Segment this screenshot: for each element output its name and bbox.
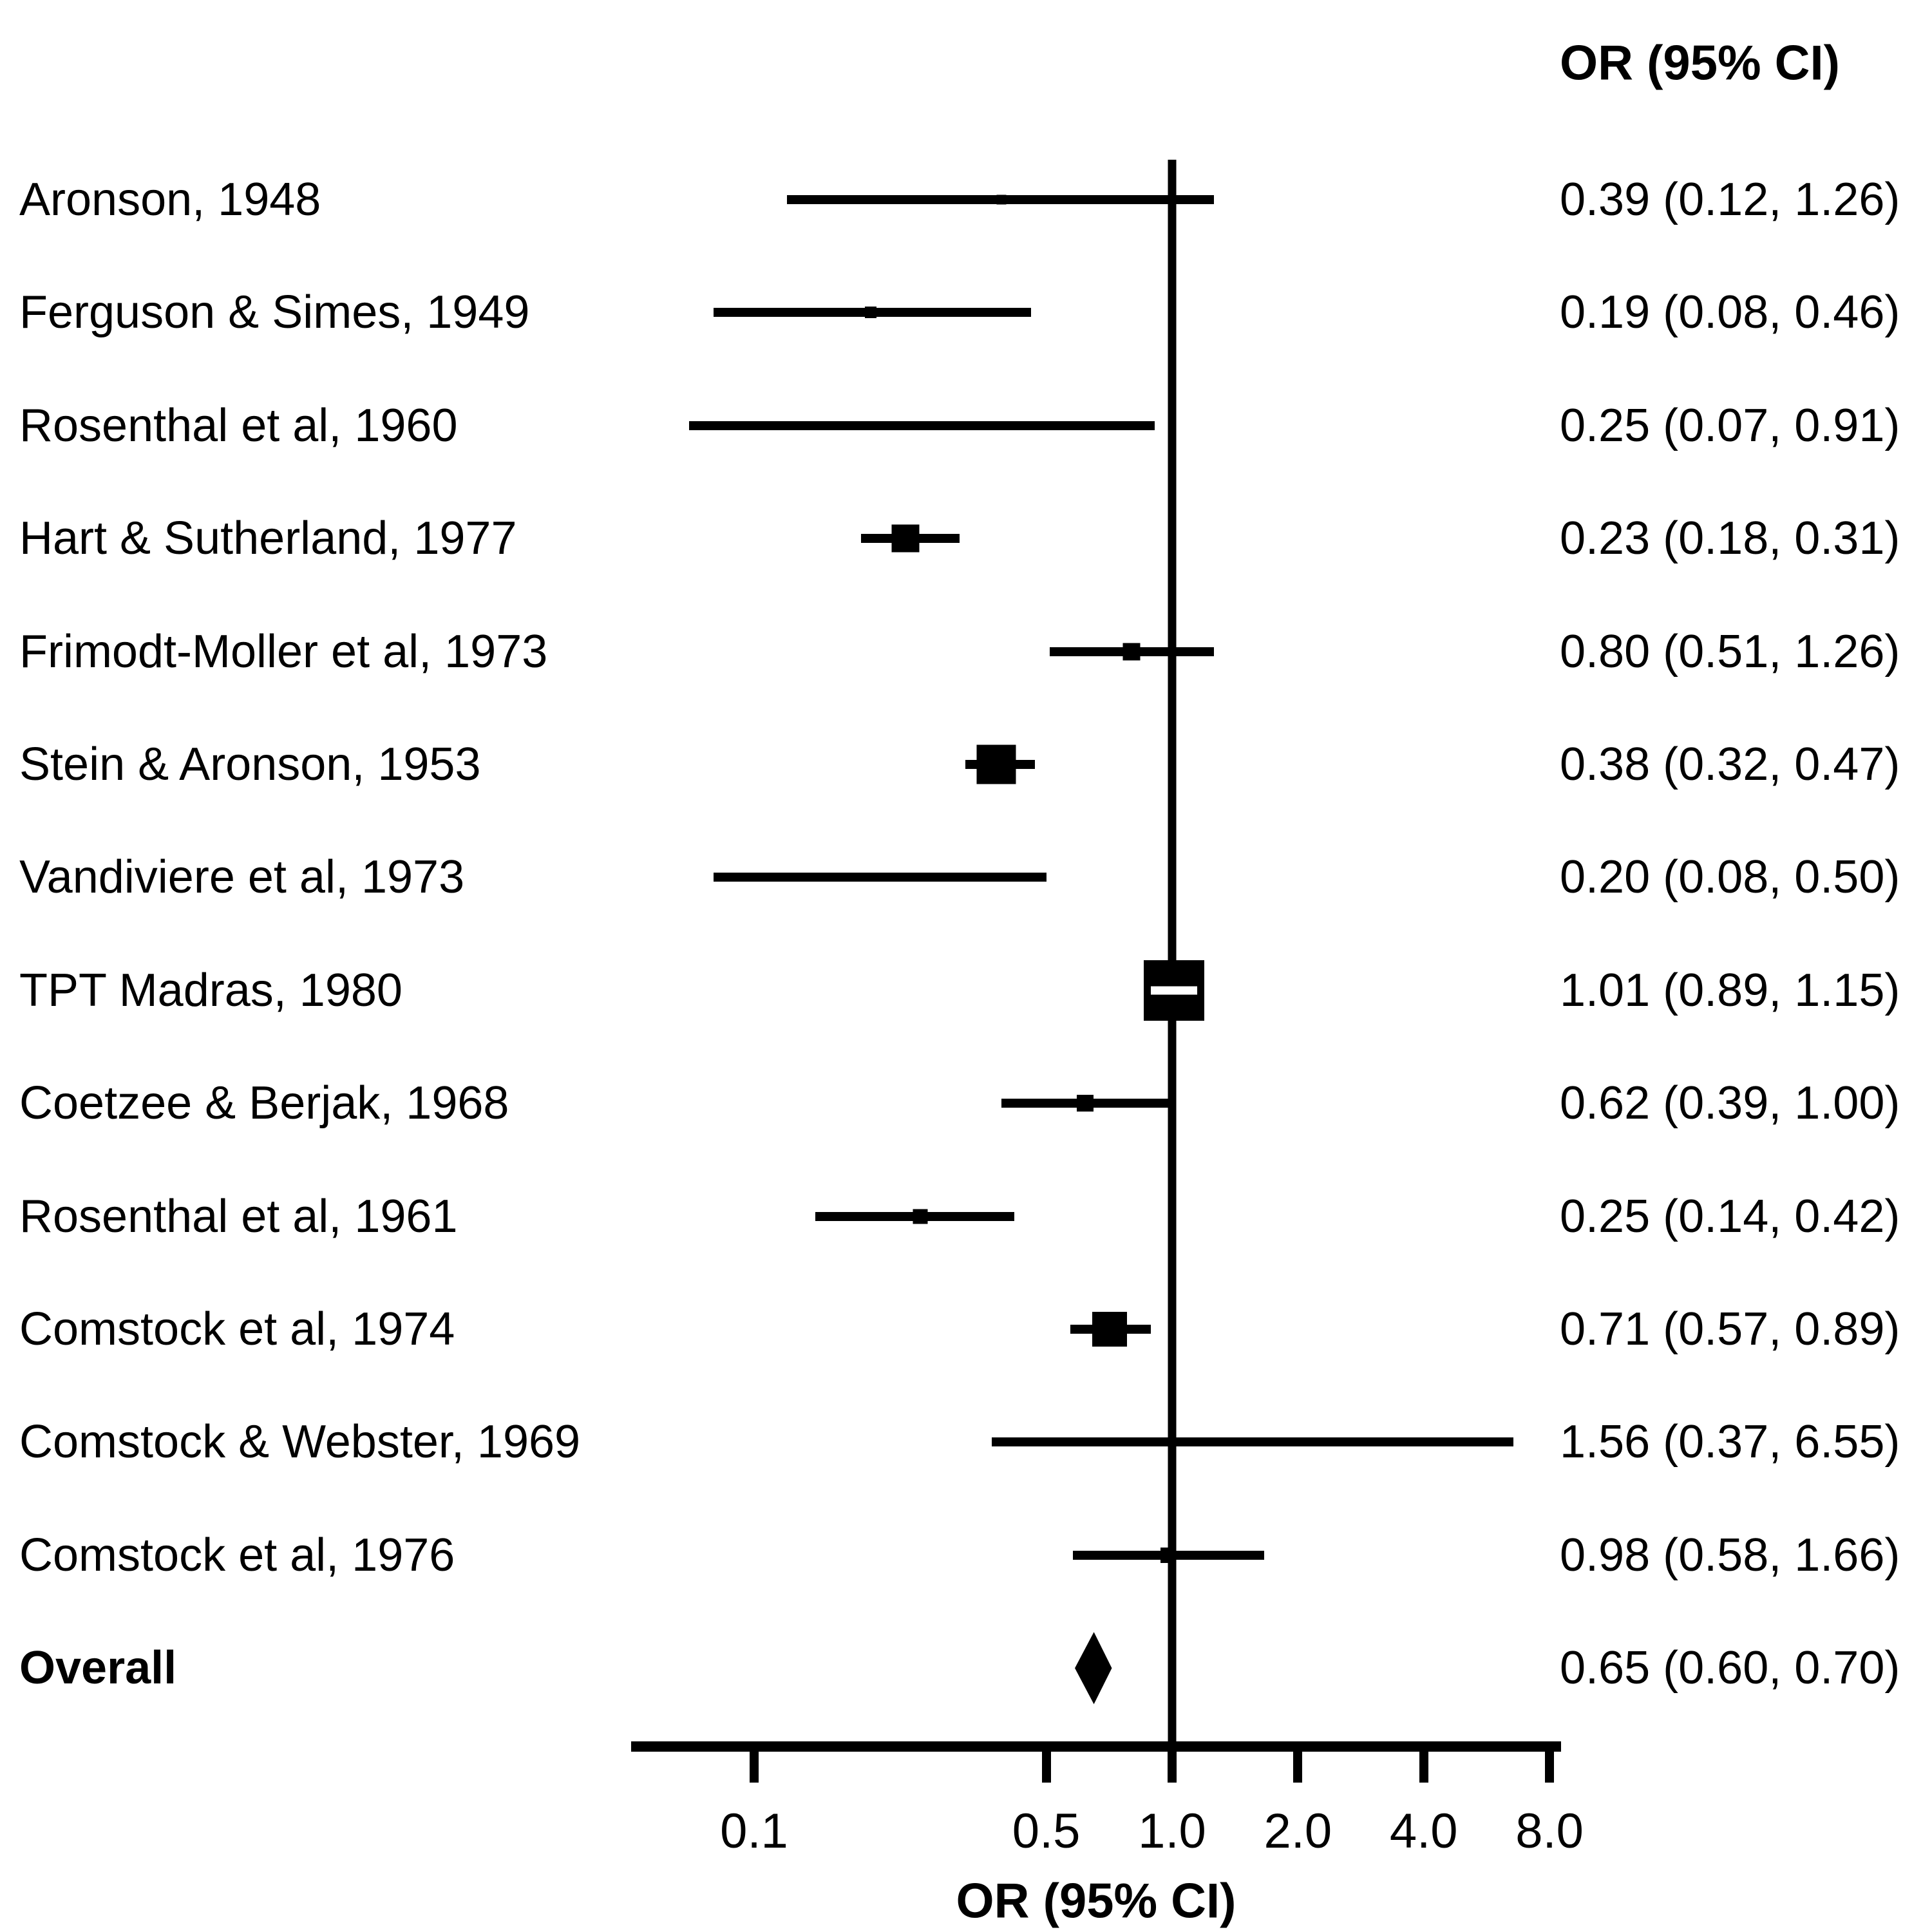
point-estimate-marker bbox=[996, 194, 1007, 205]
or-ci-value: 0.25 (0.14, 0.42) bbox=[1560, 1190, 1900, 1242]
or-ci-value: 0.38 (0.32, 0.47) bbox=[1560, 739, 1900, 790]
x-axis-title: OR (95% CI) bbox=[956, 1873, 1236, 1929]
overall-diamond-icon bbox=[1075, 1632, 1112, 1705]
or-ci-value: 0.98 (0.58, 1.66) bbox=[1560, 1529, 1900, 1581]
x-axis-line bbox=[631, 1741, 1561, 1752]
overall-or-ci-value: 0.65 (0.60, 0.70) bbox=[1560, 1642, 1900, 1694]
point-estimate-marker bbox=[1160, 1547, 1177, 1563]
x-tick bbox=[750, 1747, 759, 1783]
x-tick-label: 8.0 bbox=[1515, 1804, 1584, 1859]
study-label: Comstock et al, 1974 bbox=[19, 1303, 455, 1355]
overall-label: Overall bbox=[19, 1642, 177, 1694]
reference-line-or-1 bbox=[1168, 160, 1177, 1747]
point-estimate-marker bbox=[891, 524, 920, 553]
or-ci-value: 0.39 (0.12, 1.26) bbox=[1560, 174, 1900, 225]
x-tick bbox=[1293, 1747, 1303, 1783]
study-label: Rosenthal et al, 1961 bbox=[19, 1190, 458, 1242]
x-tick-label: 1.0 bbox=[1138, 1804, 1206, 1859]
point-estimate-marker bbox=[864, 307, 876, 319]
x-tick bbox=[1041, 1747, 1051, 1783]
ci-line-inverted bbox=[1151, 986, 1198, 995]
x-tick bbox=[1168, 1747, 1177, 1783]
or-ci-value: 0.71 (0.57, 0.89) bbox=[1560, 1303, 1900, 1355]
or-ci-value: 0.80 (0.51, 1.26) bbox=[1560, 625, 1900, 677]
or-ci-value: 1.56 (0.37, 6.55) bbox=[1560, 1416, 1900, 1468]
x-tick-label: 4.0 bbox=[1389, 1804, 1458, 1859]
x-tick-label: 0.1 bbox=[720, 1804, 788, 1859]
point-estimate-marker bbox=[1122, 643, 1141, 661]
study-label: Comstock et al, 1976 bbox=[19, 1529, 455, 1581]
or-ci-value: 0.20 (0.08, 0.50) bbox=[1560, 851, 1900, 904]
point-estimate-marker bbox=[1092, 1312, 1128, 1347]
study-label: Hart & Sutherland, 1977 bbox=[19, 513, 517, 565]
or-column-header: OR (95% CI) bbox=[1560, 35, 1840, 91]
study-label: Aronson, 1948 bbox=[19, 174, 321, 225]
x-tick-label: 2.0 bbox=[1264, 1804, 1332, 1859]
or-ci-value: 1.01 (0.89, 1.15) bbox=[1560, 964, 1900, 1016]
point-estimate-marker bbox=[976, 744, 1016, 784]
x-tick bbox=[1419, 1747, 1428, 1783]
study-label: Frimodt-Moller et al, 1973 bbox=[19, 625, 548, 677]
study-label: Rosenthal et al, 1960 bbox=[19, 399, 458, 451]
point-estimate-marker bbox=[1250, 1439, 1256, 1445]
study-label: Stein & Aronson, 1953 bbox=[19, 739, 481, 790]
study-label: Ferguson & Simes, 1949 bbox=[19, 287, 530, 339]
or-ci-value: 0.23 (0.18, 0.31) bbox=[1560, 513, 1900, 565]
or-ci-value: 0.25 (0.07, 0.91) bbox=[1560, 399, 1900, 451]
study-label: Coetzee & Berjak, 1968 bbox=[19, 1077, 509, 1130]
point-estimate-marker bbox=[916, 421, 925, 430]
study-label: Vandiviere et al, 1973 bbox=[19, 851, 465, 904]
study-label: TPT Madras, 1980 bbox=[19, 964, 402, 1016]
or-ci-value: 0.19 (0.08, 0.46) bbox=[1560, 287, 1900, 339]
study-label: Comstock & Webster, 1969 bbox=[19, 1416, 581, 1468]
x-tick-label: 0.5 bbox=[1012, 1804, 1081, 1859]
or-ci-value: 0.62 (0.39, 1.00) bbox=[1560, 1077, 1900, 1130]
x-tick bbox=[1545, 1747, 1555, 1783]
point-estimate-marker bbox=[875, 873, 885, 882]
point-estimate-marker bbox=[913, 1209, 928, 1224]
point-estimate-marker bbox=[1077, 1095, 1094, 1112]
